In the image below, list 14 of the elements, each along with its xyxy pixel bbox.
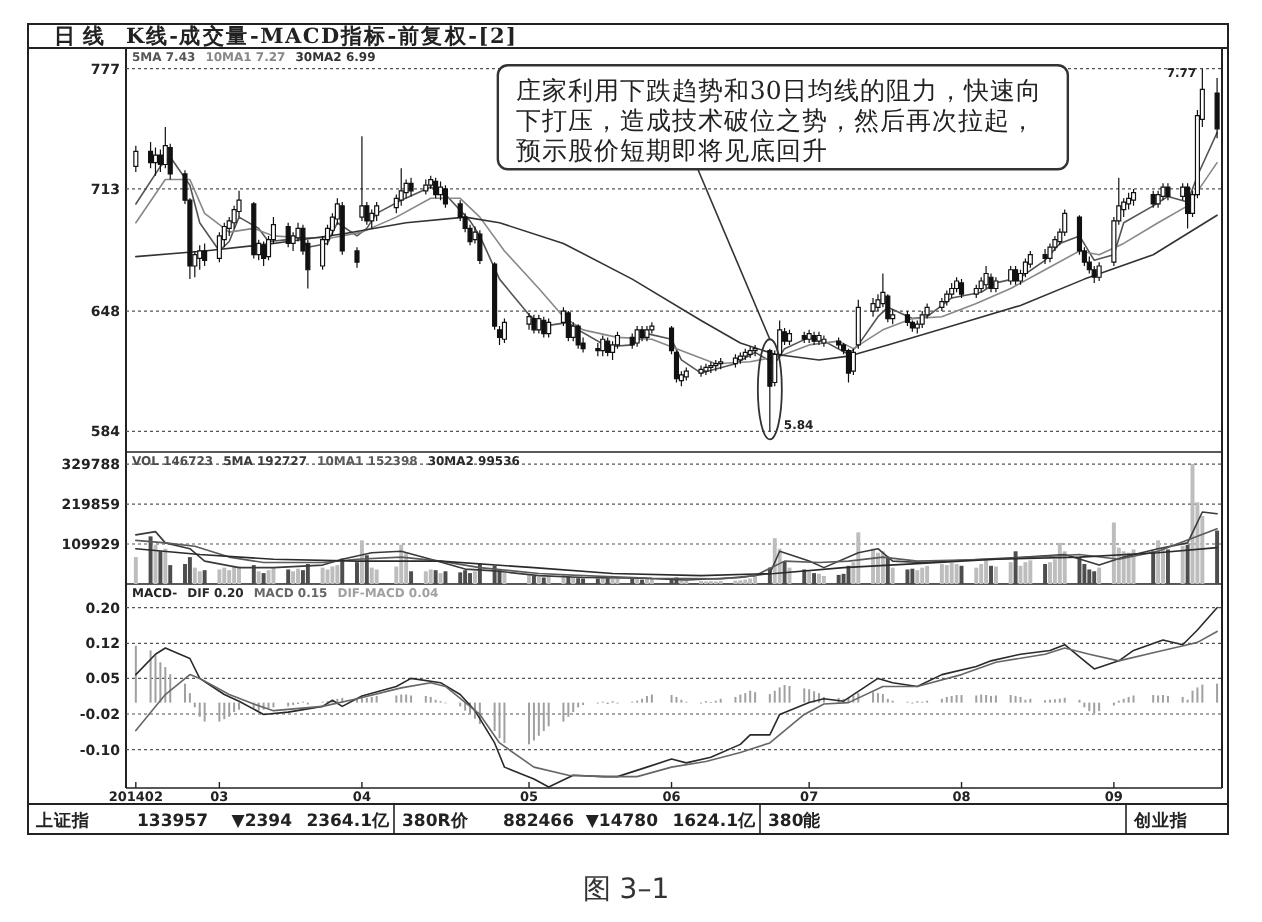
text: 创业指 [1132,810,1188,832]
text: 上证指 [34,810,90,832]
text: 380能 [768,810,824,832]
text: ▼2394 [231,812,293,832]
annotation: 庄家利用下跌趋势和30日均线的阻力，快速向下打压，造成技术破位之势，然后再次拉起，预示股价短期即将见底回升 [515,75,1042,166]
text: ▼14780 [585,812,659,832]
text: 133957 [137,812,209,832]
text: 1624.1亿 [672,810,758,832]
chart-subtitle: K线-成交量-MACD指标-前复权-[2] [126,23,516,49]
text: 882466 [503,812,575,832]
chart-title: 日 线 [54,23,106,49]
text: 380R价 [402,810,471,832]
text: 2364.1亿 [306,810,392,832]
caption: 图 3–1 [582,874,670,906]
